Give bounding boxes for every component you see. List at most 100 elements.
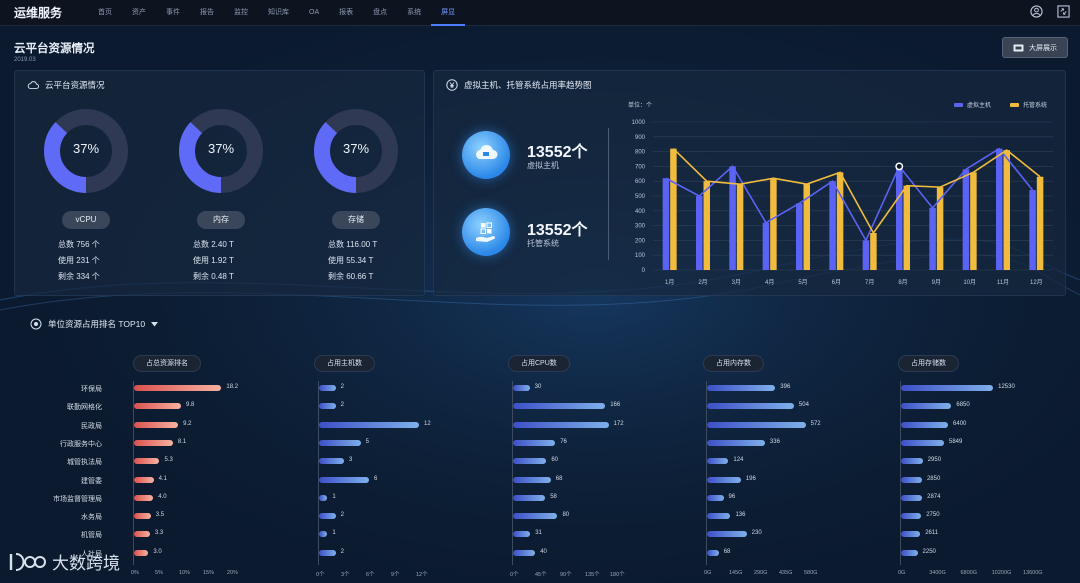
ranking-bar[interactable]: [319, 513, 336, 520]
ranking-bar[interactable]: [319, 421, 419, 428]
ranking-bar[interactable]: [707, 549, 719, 556]
ranking-bar[interactable]: [134, 476, 154, 483]
ranking-bar[interactable]: [513, 439, 556, 446]
ranking-bar[interactable]: [319, 549, 336, 556]
fullscreen-icon[interactable]: [1057, 5, 1070, 18]
ranking-bar[interactable]: [901, 494, 923, 501]
user-icon[interactable]: [1030, 5, 1043, 18]
ranking-bar[interactable]: [134, 421, 179, 428]
ranking-axis-tick: 580G: [804, 570, 818, 576]
bar-vm-4[interactable]: [796, 203, 803, 270]
nav-item-1[interactable]: 资产: [132, 8, 146, 16]
bar-vm-11[interactable]: [1029, 190, 1036, 270]
ranking-bar[interactable]: [513, 531, 531, 538]
ranking-bar[interactable]: [707, 403, 794, 410]
nav-item-3[interactable]: 报告: [200, 8, 214, 16]
nav-item-10[interactable]: 屏显: [431, 0, 466, 26]
ranking-axis-tick: 435G: [779, 570, 793, 576]
ranking-bar[interactable]: [901, 531, 921, 538]
ranking-bar[interactable]: [134, 531, 150, 538]
app-brand: 运维服务: [14, 6, 63, 20]
bar-hosting-3[interactable]: [770, 178, 777, 270]
ranking-bar[interactable]: [901, 476, 922, 483]
bar-hosting-6[interactable]: [870, 233, 877, 270]
bar-hosting-10[interactable]: [1003, 150, 1011, 270]
bar-vm-7[interactable]: [896, 166, 903, 270]
ranking-bar[interactable]: [319, 403, 336, 410]
ranking-bar[interactable]: [134, 458, 160, 465]
ranking-bar[interactable]: [901, 385, 994, 391]
unit-name: 联勤网格化: [67, 404, 102, 412]
bar-vm-0[interactable]: [662, 178, 670, 270]
hover-point-marker[interactable]: [895, 162, 904, 171]
ranking-bar[interactable]: [513, 458, 547, 465]
nav-item-8[interactable]: 盘点: [373, 8, 388, 16]
ranking-bar[interactable]: [134, 549, 149, 556]
bar-vm-8[interactable]: [929, 207, 936, 270]
bar-hosting-8[interactable]: [936, 187, 944, 270]
unit-name: 市场监督管理局: [53, 495, 102, 503]
ranking-bar[interactable]: [901, 513, 922, 520]
ranking-bar[interactable]: [134, 385, 222, 391]
ranking-bar[interactable]: [319, 385, 336, 391]
nav-item-6[interactable]: OA: [309, 8, 320, 16]
ranking-bar[interactable]: [513, 513, 558, 520]
bar-vm-6[interactable]: [862, 240, 870, 270]
bar-vm-9[interactable]: [962, 169, 970, 270]
ranking-bar[interactable]: [134, 403, 182, 410]
bar-hosting-5[interactable]: [836, 172, 844, 270]
bar-vm-1[interactable]: [696, 196, 703, 270]
ranking-bar[interactable]: [513, 476, 551, 483]
nav-item-5[interactable]: 知识库: [268, 8, 289, 16]
nav-item-7[interactable]: 报表: [339, 8, 354, 16]
bar-hosting-0[interactable]: [670, 148, 677, 270]
donut-percent: 37%: [207, 141, 235, 156]
ranking-bar[interactable]: [513, 403, 606, 410]
bar-hosting-1[interactable]: [703, 181, 711, 270]
ranking-bar[interactable]: [901, 439, 944, 446]
ranking-bar[interactable]: [707, 458, 729, 465]
ranking-bar[interactable]: [901, 458, 923, 465]
ranking-header[interactable]: 单位资源占用排名 TOP10: [30, 318, 159, 330]
bar-vm-10[interactable]: [996, 148, 1003, 270]
ranking-bar[interactable]: [901, 549, 918, 556]
nav-item-0[interactable]: 首页: [98, 8, 112, 16]
ranking-bar[interactable]: [901, 421, 949, 428]
ranking-axis-tick: 0G: [898, 570, 906, 576]
donut-percent: 37%: [342, 141, 370, 156]
ranking-bar[interactable]: [513, 549, 536, 556]
ranking-bar[interactable]: [134, 513, 151, 520]
ranking-bar[interactable]: [707, 421, 806, 428]
bar-vm-2[interactable]: [729, 166, 736, 270]
ranking-value: 4.0: [158, 493, 167, 500]
bar-hosting-9[interactable]: [970, 172, 977, 270]
ranking-bar[interactable]: [319, 494, 328, 501]
ranking-bar[interactable]: [319, 476, 369, 483]
ranking-bar[interactable]: [707, 494, 724, 501]
chevron-down-icon[interactable]: [151, 321, 159, 327]
ranking-bar[interactable]: [513, 494, 546, 501]
nav-item-4[interactable]: 监控: [234, 8, 248, 16]
nav-item-9[interactable]: 系统: [407, 8, 422, 16]
bar-hosting-2[interactable]: [736, 184, 744, 270]
nav-item-2[interactable]: 事件: [166, 8, 180, 16]
big-screen-button[interactable]: 大屏展示: [1002, 37, 1068, 58]
bar-vm-3[interactable]: [762, 222, 770, 270]
bar-vm-5[interactable]: [829, 181, 836, 270]
bar-hosting-4[interactable]: [803, 184, 811, 270]
ranking-bar[interactable]: [707, 476, 741, 483]
ranking-bar[interactable]: [319, 531, 328, 538]
ranking-bar[interactable]: [134, 439, 173, 446]
bar-hosting-11[interactable]: [1036, 176, 1044, 270]
ranking-bar[interactable]: [707, 439, 765, 446]
ranking-bar[interactable]: [319, 458, 344, 465]
ranking-bar[interactable]: [901, 403, 952, 410]
ranking-bar[interactable]: [134, 494, 154, 501]
ranking-bar[interactable]: [513, 421, 609, 428]
ranking-bar[interactable]: [707, 513, 731, 520]
ranking-bar[interactable]: [707, 385, 776, 391]
ranking-bar[interactable]: [513, 385, 530, 391]
ranking-bar[interactable]: [707, 531, 747, 538]
bar-hosting-7[interactable]: [903, 185, 911, 270]
ranking-bar[interactable]: [319, 439, 361, 446]
